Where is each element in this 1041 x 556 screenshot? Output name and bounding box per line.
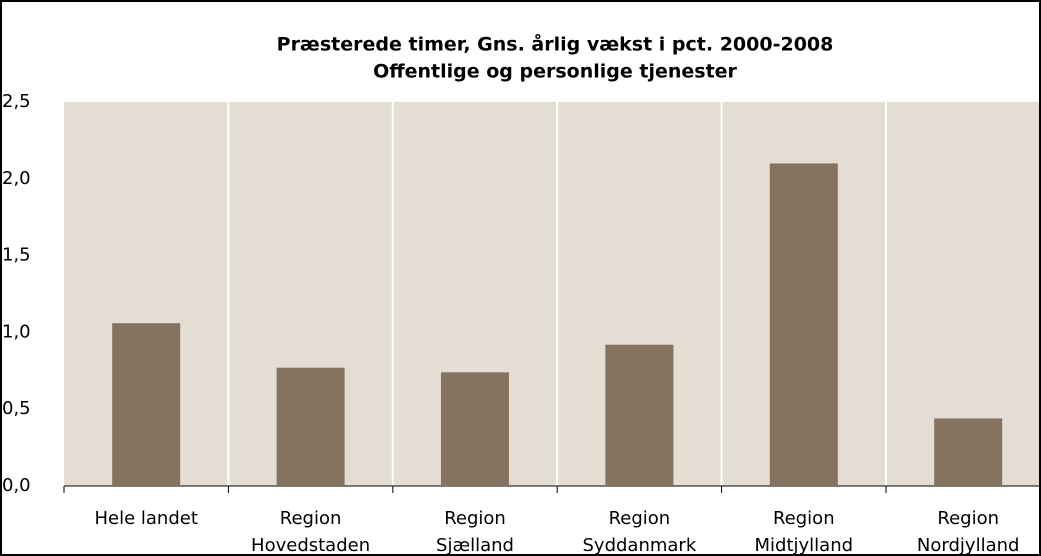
x-tick-label: Region Sjælland: [436, 508, 514, 556]
y-tick-label: 1,0: [2, 321, 31, 342]
bar: [605, 344, 674, 486]
chart-subtitle: Offentlige og personlige tjenester: [373, 61, 737, 83]
x-tick-label: Region Midtjylland: [754, 508, 854, 556]
bar: [441, 372, 509, 486]
y-tick-label: 2,0: [2, 168, 31, 189]
bar: [112, 323, 181, 486]
x-tick-label: Hele landet: [94, 508, 198, 529]
bar: [276, 367, 345, 486]
x-tick-label: Region Hovedstaden: [251, 508, 371, 556]
y-tick-label: 2,5: [2, 91, 31, 112]
bar: [934, 418, 1003, 486]
y-tick-label: 0,0: [2, 475, 31, 496]
x-tick-label: Region Syddanmark: [582, 508, 697, 556]
bar: [769, 163, 838, 486]
plot-area: [64, 102, 1039, 486]
y-tick-label: 0,5: [2, 398, 31, 419]
y-tick-label: 1,5: [2, 245, 31, 266]
chart-title: Præsterede timer, Gns. årlig vækst i pct…: [277, 32, 834, 56]
x-tick-label: Region Nordjylland: [916, 508, 1020, 556]
